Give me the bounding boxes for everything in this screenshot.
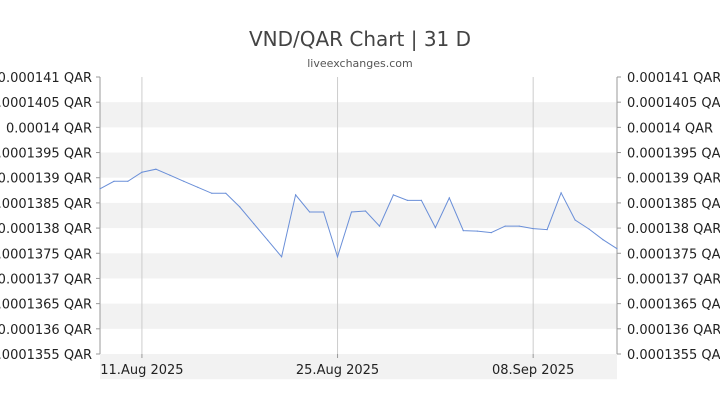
series-layer	[99, 168, 618, 259]
background-bands	[100, 102, 617, 380]
y-tick-label-right: 0.000136 QAR	[627, 323, 720, 338]
data-point	[211, 192, 213, 194]
data-point	[323, 211, 325, 213]
background-band	[100, 152, 617, 178]
data-point	[518, 225, 520, 227]
y-tick-label-left: 0.0001405 QAR	[0, 96, 92, 111]
y-tick-label-right: 0.000141 QAR	[627, 71, 720, 86]
background-band	[100, 102, 617, 128]
y-tick-label-left: 0.0001365 QAR	[0, 298, 92, 313]
data-point	[434, 227, 436, 229]
y-tick-label-left: 0.000139 QAR	[0, 172, 92, 187]
data-point	[281, 256, 283, 258]
data-point	[476, 230, 478, 232]
y-tick-label-left: 0.00014 QAR	[6, 121, 92, 136]
y-tick-label-left: 0.0001375 QAR	[0, 247, 92, 262]
x-tick-label: 25.Aug 2025	[296, 363, 379, 378]
data-point	[392, 194, 394, 196]
data-point	[602, 239, 604, 241]
data-point	[225, 192, 227, 194]
data-point	[350, 211, 353, 213]
y-tick-label-right: 0.0001405 QAR	[627, 96, 720, 111]
data-point	[197, 186, 199, 188]
data-point	[560, 192, 562, 194]
data-point	[448, 197, 450, 199]
y-tick-label-left: 0.0001355 QAR	[0, 348, 92, 363]
data-point	[267, 239, 269, 241]
data-point	[99, 188, 101, 190]
data-point	[309, 211, 311, 213]
data-point	[504, 225, 506, 227]
x-tick-label: 08.Sep 2025	[492, 363, 574, 378]
y-tick-label-left: 0.0001385 QAR	[0, 197, 92, 212]
background-band	[100, 253, 617, 279]
background-band	[100, 354, 617, 380]
chart-subtitle: liveexchanges.com	[307, 57, 412, 70]
y-tick-label-right: 0.000138 QAR	[627, 222, 720, 237]
y-tick-label-right: 0.0001355 QAR	[627, 348, 720, 363]
background-band	[100, 202, 617, 229]
vertical-gridlines	[141, 77, 534, 354]
y-tick-label-left: 0.000136 QAR	[0, 323, 92, 338]
y-tick-label-right: 0.0001385 QAR	[627, 197, 720, 212]
y-tick-label-right: 0.0001375 QAR	[627, 247, 720, 262]
data-point	[127, 180, 129, 182]
y-tick-label-left: 0.0001395 QAR	[0, 147, 92, 162]
y-axis-left: 0.000141 QAR 0.0001405 QAR 0.00014 QAR 0.00…	[0, 71, 100, 363]
data-point	[546, 229, 548, 231]
series-line	[99, 168, 618, 259]
y-tick-label-left: 0.000141 QAR	[0, 71, 92, 86]
data-point	[336, 256, 339, 258]
data-point	[141, 171, 143, 173]
data-point	[490, 232, 492, 234]
y-tick-label-right: 0.000139 QAR	[627, 172, 720, 187]
data-point	[253, 223, 255, 225]
data-point	[420, 199, 422, 201]
x-axis: 11.Aug 2025 25.Aug 2025 08.Sep 2025	[100, 354, 574, 378]
y-tick-label-left: 0.000138 QAR	[0, 222, 92, 237]
data-point	[239, 206, 241, 208]
y-tick-label-right: 0.00014 QAR	[627, 121, 713, 136]
data-point	[378, 225, 381, 227]
background-band	[100, 303, 617, 329]
y-tick-label-right: 0.0001365 QAR	[627, 298, 720, 313]
y-axis-right: 0.000141 QAR 0.0001405 QAR 0.00014 QAR 0.00…	[617, 71, 720, 363]
data-point	[462, 230, 464, 232]
y-tick-label-right: 0.0001395 QAR	[627, 147, 720, 162]
y-tick-label-left: 0.000137 QAR	[0, 272, 92, 287]
data-point	[364, 210, 367, 212]
data-point	[295, 194, 297, 196]
data-point	[169, 174, 171, 176]
x-tick-label: 11.Aug 2025	[100, 363, 183, 378]
data-point	[406, 199, 408, 201]
data-point	[588, 228, 590, 230]
data-point	[532, 228, 534, 230]
data-point	[616, 248, 618, 250]
data-point	[113, 180, 115, 182]
plot-axes	[99, 77, 618, 354]
data-point	[155, 168, 157, 170]
data-point	[574, 219, 576, 221]
chart-title: VND/QAR Chart | 31 D	[249, 27, 471, 51]
y-tick-label-right: 0.000137 QAR	[627, 272, 720, 287]
data-point	[183, 180, 185, 182]
